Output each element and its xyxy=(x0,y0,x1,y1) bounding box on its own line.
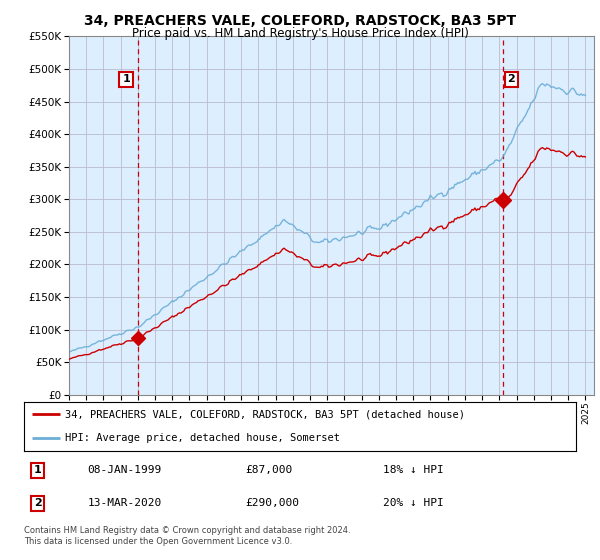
Text: 20% ↓ HPI: 20% ↓ HPI xyxy=(383,498,443,508)
Text: Contains HM Land Registry data © Crown copyright and database right 2024.
This d: Contains HM Land Registry data © Crown c… xyxy=(24,526,350,546)
Text: 2: 2 xyxy=(508,74,515,85)
Text: 34, PREACHERS VALE, COLEFORD, RADSTOCK, BA3 5PT: 34, PREACHERS VALE, COLEFORD, RADSTOCK, … xyxy=(84,14,516,28)
Text: 2: 2 xyxy=(34,498,41,508)
Text: 1: 1 xyxy=(34,465,41,475)
Text: 34, PREACHERS VALE, COLEFORD, RADSTOCK, BA3 5PT (detached house): 34, PREACHERS VALE, COLEFORD, RADSTOCK, … xyxy=(65,409,466,419)
Text: Price paid vs. HM Land Registry's House Price Index (HPI): Price paid vs. HM Land Registry's House … xyxy=(131,27,469,40)
Text: £290,000: £290,000 xyxy=(245,498,299,508)
Text: 13-MAR-2020: 13-MAR-2020 xyxy=(88,498,162,508)
Text: HPI: Average price, detached house, Somerset: HPI: Average price, detached house, Some… xyxy=(65,433,340,443)
Text: 18% ↓ HPI: 18% ↓ HPI xyxy=(383,465,443,475)
Text: 08-JAN-1999: 08-JAN-1999 xyxy=(88,465,162,475)
Text: £87,000: £87,000 xyxy=(245,465,292,475)
Text: 1: 1 xyxy=(122,74,130,85)
